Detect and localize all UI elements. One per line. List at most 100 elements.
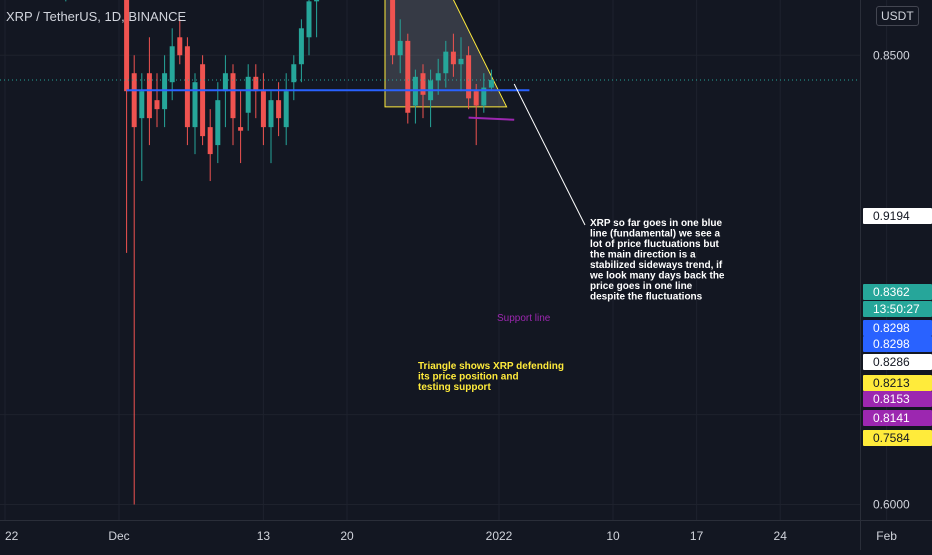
price-label-text: 13:50:27: [873, 302, 920, 316]
candle-down: [473, 84, 479, 146]
price-label: 13:50:27: [863, 301, 932, 317]
candle-body: [215, 100, 221, 146]
price-label: 0.8153: [863, 391, 932, 407]
price-label-text: 0.8298: [873, 337, 910, 351]
candle-up: [435, 58, 441, 95]
candle-body: [207, 127, 213, 155]
annotation-line: despite the fluctuations: [590, 292, 703, 303]
candle-down: [124, 0, 130, 253]
annotation-line: its price position and: [418, 372, 519, 383]
candle-body: [238, 127, 244, 131]
price-label-bg: [863, 354, 932, 370]
y-tick-label: 0.8500: [873, 48, 910, 62]
annotation-line: the main direction is a: [590, 250, 696, 261]
price-label-bg: [863, 336, 932, 352]
x-tick-label: 10: [606, 529, 620, 543]
candle-body: [405, 40, 411, 113]
candle-body: [481, 87, 487, 106]
x-tick-label: 2022: [486, 529, 513, 543]
candle-body: [450, 51, 456, 65]
candle-up: [397, 19, 403, 74]
price-label-bg: [863, 375, 932, 391]
x-tick-label: 24: [774, 529, 788, 543]
price-label-text: 0.8362: [873, 285, 910, 299]
price-label: 0.9194: [863, 208, 932, 224]
price-label-bg: [863, 208, 932, 224]
x-tick-label: 22: [5, 529, 19, 543]
candle-up: [192, 73, 198, 155]
candle-body: [260, 91, 266, 128]
candle-body: [177, 37, 183, 56]
chart-title: XRP / TetherUS, 1D, BINANCE: [6, 9, 187, 24]
candle-up: [458, 37, 464, 92]
price-label: 0.7584: [863, 430, 932, 446]
price-label: 0.8298: [863, 320, 932, 336]
candle-up: [169, 28, 175, 101]
candle-body: [466, 55, 472, 99]
candle-down: [450, 33, 456, 77]
candle-body: [245, 76, 251, 113]
candle-down: [466, 46, 472, 110]
candle-down: [207, 109, 213, 182]
candle-body: [230, 73, 236, 119]
annotation-line: line (fundamental) we see a: [590, 229, 720, 240]
price-label: 0.8298: [863, 336, 932, 352]
price-label-text: 0.7584: [873, 431, 910, 445]
price-label: 0.8141: [863, 410, 932, 426]
price-label-text: 0.9194: [873, 209, 910, 223]
annotation-line: Triangle shows XRP defending: [418, 361, 564, 372]
price-label-bg: [863, 284, 932, 300]
price-label-text: 0.8298: [873, 321, 910, 335]
candle-body: [146, 73, 152, 119]
candle-body: [458, 58, 464, 65]
candle-body: [397, 40, 403, 56]
candle-body: [124, 0, 130, 92]
annotation-triangle: Triangle shows XRP defending its price po…: [418, 361, 564, 393]
candle-body: [184, 46, 190, 128]
x-tick-label: Dec: [108, 529, 129, 543]
candle-body: [314, 0, 320, 2]
candle-body: [200, 64, 206, 137]
annotation-line: stabilized sideways trend, if: [590, 260, 723, 271]
candle-up: [306, 0, 312, 56]
price-label-text: 0.8153: [873, 392, 910, 406]
price-label: 0.8362: [863, 284, 932, 300]
candle-body: [298, 28, 304, 65]
annotation-line: testing support: [418, 382, 491, 393]
candle-body: [169, 46, 175, 83]
price-label: 0.8286: [863, 354, 932, 370]
purple-support-line: [468, 116, 515, 121]
candle-body: [222, 73, 228, 92]
annotation-line: we look many days back the: [589, 271, 725, 282]
annotation-support-label: Support line: [497, 313, 551, 324]
candle-up: [488, 69, 494, 92]
candle-up: [481, 73, 487, 113]
annotation-line: lot of price fluctuations but: [590, 239, 720, 250]
annotation-line: XRP so far goes in one blue: [590, 218, 723, 229]
price-label-bg: [863, 320, 932, 336]
price-label-bg: [863, 410, 932, 426]
candle-body: [276, 100, 282, 119]
x-tick-label: 13: [257, 529, 271, 543]
candle-up: [283, 73, 289, 146]
candle-body: [253, 76, 259, 92]
currency-badge[interactable]: USDT: [876, 6, 919, 26]
candle-down: [131, 55, 137, 505]
candle-body: [390, 0, 396, 56]
candle-up: [268, 91, 274, 164]
candle-up: [443, 40, 449, 88]
callout-line: [513, 83, 586, 226]
price-label: 0.8213: [863, 375, 932, 391]
annotation-main: XRP so far goes in one blue line (fundame…: [589, 218, 725, 303]
price-label-text: 0.8286: [873, 355, 910, 369]
price-label-text: 0.8141: [873, 411, 910, 425]
price-label-bg: [863, 430, 932, 446]
candle-down: [260, 73, 266, 146]
annotation-line: price goes in one line: [590, 281, 693, 292]
price-label-text: 0.8213: [873, 376, 910, 390]
candle-up: [245, 64, 251, 131]
candle-down: [405, 33, 411, 124]
